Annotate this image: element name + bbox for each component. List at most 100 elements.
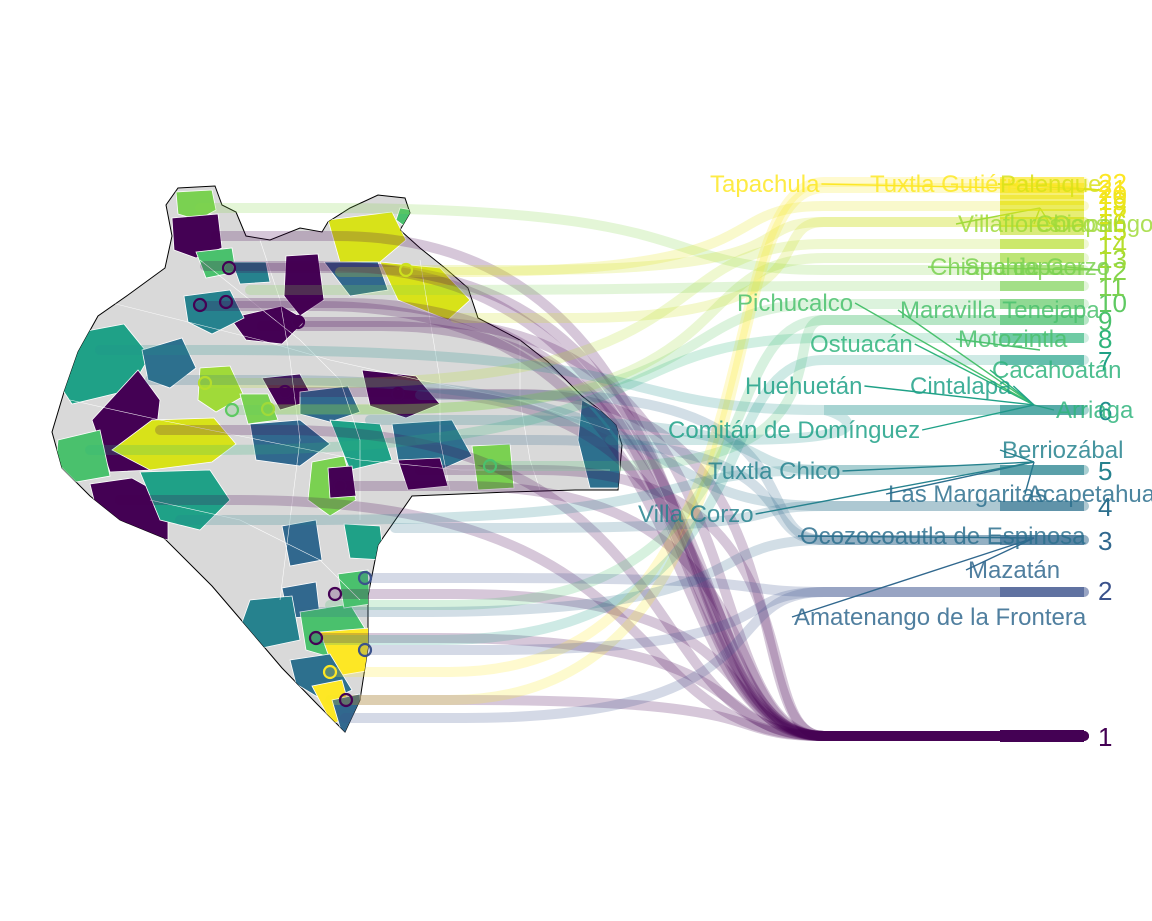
centroid-marker — [322, 664, 338, 680]
municipality — [323, 261, 389, 297]
municipality — [283, 253, 325, 317]
centroid-marker — [308, 630, 324, 646]
rank-label: 19 — [1098, 186, 1127, 216]
municipality-label: Comitán de Domínguez — [668, 417, 920, 444]
rank-label: 10 — [1098, 288, 1127, 318]
centroid-marker — [224, 402, 240, 418]
rank-label: 16 — [1098, 208, 1127, 238]
rank-label: 17 — [1098, 200, 1127, 230]
flow-line — [280, 387, 1089, 741]
rank-label: 11 — [1098, 272, 1125, 302]
flow-line — [115, 495, 1089, 741]
rank-label: 5 — [1098, 456, 1112, 486]
leader-line — [1012, 385, 1035, 406]
rank-label: 6 — [1098, 396, 1112, 426]
flow-line — [175, 465, 1089, 525]
municipality — [249, 419, 331, 467]
flow-line — [200, 239, 1089, 388]
leader-line — [755, 461, 1035, 515]
municipality — [343, 523, 385, 561]
leader-line — [914, 343, 1035, 406]
leader-line — [854, 302, 1035, 406]
municipality-label: Tuxtla Chico — [708, 458, 841, 485]
rank-label: 12 — [1098, 256, 1127, 286]
centroid-marker — [197, 375, 213, 391]
flow-line — [365, 415, 1089, 475]
municipality — [361, 369, 441, 419]
flow-line — [325, 183, 1089, 705]
leader-line — [797, 535, 1035, 539]
municipality-label: Suchiapa — [964, 254, 1065, 281]
flow-line — [400, 217, 1089, 275]
flow-line — [313, 355, 1089, 645]
flow-line — [155, 425, 1089, 741]
rank-label: 20 — [1098, 180, 1127, 210]
municipality-label: Amatenango de la Frontera — [794, 604, 1087, 631]
rank-bars — [1000, 177, 1084, 742]
rank-label: 21 — [1098, 174, 1127, 204]
rank-label: 13 — [1098, 244, 1127, 274]
flow-line — [195, 301, 1089, 741]
centroid-marker — [357, 642, 373, 658]
municipality-label: Palenque — [1000, 171, 1101, 198]
municipality-label: Tuxtla Gutiérrez — [870, 171, 1040, 198]
municipality-label: Mazatán — [968, 557, 1060, 584]
flow-line — [257, 321, 1089, 741]
flow-line — [200, 261, 1089, 741]
rank-label: 22 — [1098, 168, 1127, 198]
municipality-label: Villaflores — [958, 211, 1062, 238]
flow-line — [450, 217, 1089, 323]
rank-label: 9 — [1098, 306, 1112, 336]
municipality-label: Tapachula — [710, 171, 820, 198]
flow-line — [341, 695, 1089, 741]
leader-line — [842, 461, 1035, 472]
municipality-label: Villa Corzo — [638, 501, 754, 528]
municipality — [183, 289, 245, 335]
municipality — [231, 261, 271, 285]
municipality-layer — [55, 189, 621, 732]
flow-line — [293, 317, 1089, 741]
flow-line — [335, 481, 1089, 741]
centroid-marker — [218, 294, 234, 310]
centroid-marker — [327, 586, 343, 602]
flow-line — [605, 405, 1089, 445]
municipality-label: Huehuetán — [745, 373, 862, 400]
centroid-marker — [482, 458, 498, 474]
flow-line — [485, 315, 1089, 471]
municipality — [391, 419, 473, 471]
flow-line — [360, 587, 1089, 655]
centroid-marker — [390, 386, 406, 402]
centroid-markers — [192, 260, 498, 708]
municipality-label: Cintalapa — [910, 373, 1012, 400]
centroid-marker — [357, 570, 373, 586]
flow-line — [390, 501, 1089, 533]
municipality-label: Pichucalco — [737, 290, 853, 317]
municipality — [239, 595, 301, 649]
rank-label: 1 — [1098, 722, 1112, 752]
rank-label: 14 — [1098, 230, 1127, 260]
flow-line — [360, 573, 1089, 597]
flow-line — [415, 390, 1089, 545]
centroid-marker — [260, 401, 276, 417]
flow-line — [325, 315, 1089, 610]
flow-line — [220, 298, 1089, 741]
municipality-label: Cacahoatán — [992, 357, 1121, 384]
flow-line — [393, 389, 1089, 741]
municipality — [111, 417, 237, 471]
municipality — [139, 469, 231, 531]
centroid-marker — [277, 384, 293, 400]
municipality-label: Chiapa — [1036, 211, 1113, 238]
flow-line — [415, 465, 1089, 741]
flow-line — [245, 281, 1089, 295]
flow-line — [195, 203, 1089, 275]
municipality-label: Las Margaritas — [888, 481, 1047, 508]
leader-line — [791, 537, 1035, 618]
municipality — [329, 419, 393, 471]
centroid-marker — [221, 260, 237, 276]
municipality-label: Arriaga — [1056, 397, 1134, 424]
flow-line — [330, 589, 1089, 741]
rank-label: 4 — [1098, 492, 1112, 522]
